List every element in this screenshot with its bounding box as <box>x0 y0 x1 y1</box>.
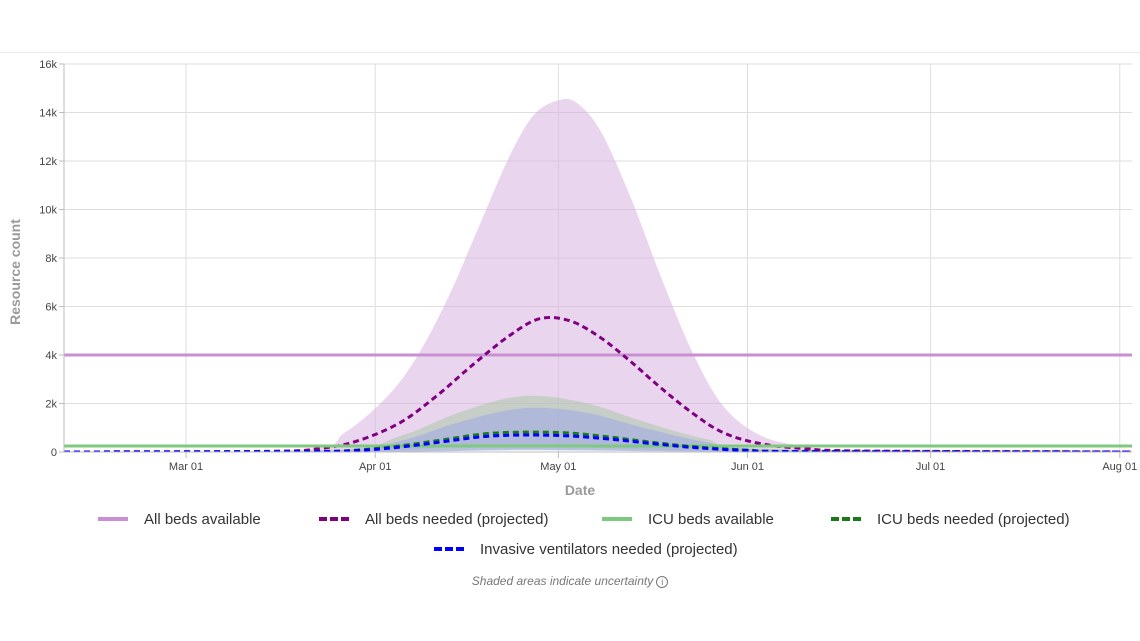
legend-item-all-beds-needed[interactable]: All beds needed (projected) <box>319 508 548 530</box>
x-tick-label: Apr 01 <box>359 461 391 473</box>
x-tick-label: Aug 01 <box>1102 461 1137 473</box>
legend-swatch-dashed <box>434 547 464 551</box>
legend-swatch-solid <box>98 517 128 521</box>
uncertainty-note-text: Shaded areas indicate uncertainty <box>471 574 654 588</box>
x-tick-label: May 01 <box>540 461 576 473</box>
legend-item-ventilators-needed[interactable]: Invasive ventilators needed (projected) <box>434 538 738 560</box>
x-tick-label: Mar 01 <box>169 461 203 473</box>
info-icon[interactable]: i <box>656 576 669 588</box>
y-tick-label: 14k <box>39 108 57 120</box>
series-lines <box>64 315 1132 452</box>
legend-swatch-dashed <box>319 517 349 521</box>
x-axis-title: Date <box>565 482 596 498</box>
series-line-invasive-ventilators-needed-projected <box>64 433 1132 452</box>
y-tick-label: 12k <box>39 156 57 168</box>
header-divider <box>0 52 1140 53</box>
x-tick-label: Jul 01 <box>916 461 945 473</box>
uncertainty-note: Shaded areas indicate uncertainty i <box>0 574 1140 588</box>
legend-item-icu-beds-needed[interactable]: ICU beds needed (projected) <box>831 508 1070 530</box>
y-tick-label: 0 <box>51 447 57 459</box>
legend-item-icu-beds-available[interactable]: ICU beds available <box>602 508 774 530</box>
series-line-all-beds-needed-projected <box>64 315 1132 452</box>
chart-axes: 0 2k 4k 6k 8k 10k 12k 14k 16k Mar 01 Apr 01 May 01 J… <box>39 59 1137 473</box>
band-invasive-ventilators-needed-projected <box>64 407 1132 452</box>
y-tick-label: 8k <box>45 253 57 265</box>
x-tick-label: Jun 01 <box>731 461 764 473</box>
legend-swatch-dashed <box>831 517 861 521</box>
legend-swatch-solid <box>602 517 632 521</box>
chart-grid <box>64 63 1132 453</box>
y-tick-label: 2k <box>45 399 57 411</box>
legend-item-all-beds-available[interactable]: All beds available <box>98 508 261 530</box>
y-tick-label: 6k <box>45 302 57 314</box>
legend-label: Invasive ventilators needed (projected) <box>480 540 738 558</box>
band-all-beds-needed-projected <box>64 98 1132 452</box>
uncertainty-bands <box>64 98 1132 452</box>
legend-label: All beds available <box>144 510 261 528</box>
legend-label: ICU beds available <box>648 510 774 528</box>
y-tick-label: 4k <box>45 350 57 362</box>
y-tick-label: 10k <box>39 205 57 217</box>
legend-label: ICU beds needed (projected) <box>877 510 1070 528</box>
legend-label: All beds needed (projected) <box>365 510 549 528</box>
y-axis-title: Resource count <box>7 219 23 325</box>
resource-use-chart: 0 2k 4k 6k 8k 10k 12k 14k 16k Mar 01 Apr 01 May 01 J… <box>7 59 1137 498</box>
y-tick-label: 16k <box>39 59 57 71</box>
